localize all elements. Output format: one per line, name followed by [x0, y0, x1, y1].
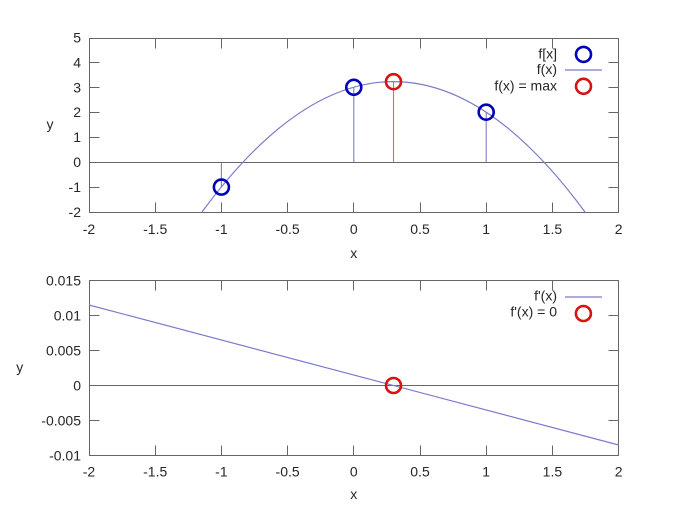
- svg-text:1: 1: [482, 464, 490, 480]
- svg-text:-0.5: -0.5: [276, 221, 300, 237]
- svg-text:-1: -1: [69, 179, 82, 195]
- svg-text:f(x) = max: f(x) = max: [494, 77, 557, 93]
- svg-text:0.015: 0.015: [46, 273, 81, 289]
- svg-text:y: y: [16, 359, 23, 375]
- svg-text:2: 2: [615, 464, 623, 480]
- svg-text:-2: -2: [83, 221, 96, 237]
- svg-text:1.5: 1.5: [543, 464, 563, 480]
- svg-text:-2: -2: [83, 464, 96, 480]
- svg-text:-0.5: -0.5: [276, 464, 300, 480]
- svg-text:0: 0: [73, 154, 81, 170]
- svg-text:f[x]: f[x]: [538, 45, 557, 61]
- svg-text:3: 3: [73, 79, 81, 95]
- svg-text:1.5: 1.5: [543, 221, 563, 237]
- svg-text:f'(x): f'(x): [534, 288, 557, 304]
- svg-text:x: x: [350, 486, 357, 502]
- svg-text:-1: -1: [215, 221, 228, 237]
- svg-text:1: 1: [482, 221, 490, 237]
- svg-text:2: 2: [615, 221, 623, 237]
- svg-text:-0.005: -0.005: [41, 413, 81, 429]
- svg-text:0: 0: [350, 221, 358, 237]
- svg-text:0: 0: [350, 464, 358, 480]
- svg-text:-1: -1: [215, 464, 228, 480]
- svg-text:2: 2: [73, 104, 81, 120]
- svg-text:0.5: 0.5: [410, 464, 430, 480]
- svg-text:0: 0: [73, 378, 81, 394]
- svg-text:-1.5: -1.5: [143, 221, 167, 237]
- svg-text:-1.5: -1.5: [143, 464, 167, 480]
- svg-text:x: x: [350, 245, 357, 261]
- svg-text:1: 1: [73, 129, 81, 145]
- svg-text:f(x): f(x): [537, 61, 557, 77]
- svg-text:0.5: 0.5: [410, 221, 430, 237]
- svg-text:5: 5: [73, 30, 81, 46]
- svg-text:-0.01: -0.01: [49, 448, 81, 464]
- svg-text:4: 4: [73, 54, 81, 70]
- svg-text:-2: -2: [69, 204, 82, 220]
- svg-text:y: y: [47, 116, 54, 132]
- svg-text:0.005: 0.005: [46, 343, 81, 359]
- svg-text:f'(x) = 0: f'(x) = 0: [510, 304, 557, 320]
- svg-text:0.01: 0.01: [54, 308, 81, 324]
